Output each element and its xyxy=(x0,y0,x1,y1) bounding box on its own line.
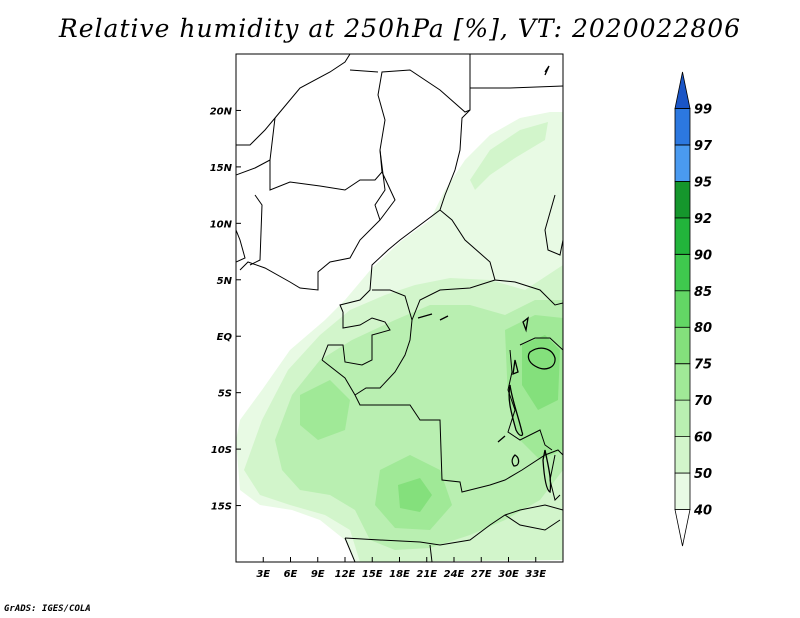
lake-malawi xyxy=(542,449,552,493)
lake-tanganyika xyxy=(508,384,524,437)
border-line xyxy=(236,117,276,176)
colorbar-segment xyxy=(674,253,691,292)
lake-kivu xyxy=(512,359,519,376)
border-line xyxy=(349,69,379,73)
lat-tick-label: 5N xyxy=(217,276,233,287)
colorbar-segment xyxy=(674,509,691,547)
border-line xyxy=(507,349,553,451)
humidity-shading xyxy=(236,112,563,562)
map-title: Relative humidity at 250hPa [%], VT: 202… xyxy=(58,14,742,43)
border-line xyxy=(379,171,396,221)
lake-chad xyxy=(544,65,550,76)
lon-tick-label: 33E xyxy=(525,569,546,580)
lat-tick-label: 5S xyxy=(218,389,232,400)
border-line xyxy=(439,109,563,306)
humidity-band-northeast xyxy=(470,122,548,190)
lat-tick-label: 10N xyxy=(210,219,233,230)
colorbar-level-label: 50 xyxy=(694,467,712,482)
colorbar-segment xyxy=(674,399,691,438)
colorbar-segment xyxy=(674,363,691,401)
lat-tick-label: 10S xyxy=(211,445,232,456)
border-line xyxy=(519,337,563,351)
border-line xyxy=(236,229,246,263)
colorbar-segment xyxy=(674,436,691,474)
border-line xyxy=(344,537,356,562)
border-line xyxy=(339,209,441,313)
river-marks xyxy=(417,313,506,443)
lon-tick-label: 21E xyxy=(416,569,437,580)
lon-tick-label: 6E xyxy=(284,569,298,580)
colorbar-legend: 40 50 60 70 75 80 85 90 92 95 97 99 xyxy=(674,71,713,547)
border-line xyxy=(504,514,561,531)
lat-tick-label: 15S xyxy=(211,502,232,513)
border-line xyxy=(239,149,386,291)
colorbar-segment xyxy=(674,144,691,182)
border-line xyxy=(411,279,496,321)
lat-tick-label: EQ xyxy=(217,332,233,343)
colorbar-segment xyxy=(674,71,691,109)
lon-tick-label: 30E xyxy=(498,569,519,580)
lon-tick-label: 12E xyxy=(335,569,356,580)
colorbar-level-label: 75 xyxy=(694,358,712,373)
border-line xyxy=(429,544,433,562)
colorbar-segment xyxy=(674,326,691,365)
lon-tick-label: 3E xyxy=(256,569,270,580)
lakes xyxy=(417,65,556,493)
colorbar-level-label: 70 xyxy=(694,394,712,409)
lake-mweru xyxy=(511,454,520,467)
country-borders xyxy=(236,54,563,562)
colorbar-level-label: 90 xyxy=(694,248,712,263)
lon-tick-label: 15E xyxy=(362,569,383,580)
colorbar-level-label: 97 xyxy=(694,139,713,154)
colorbar-level-label: 40 xyxy=(693,504,712,519)
colorbar-level-label: 60 xyxy=(694,431,712,446)
border-line xyxy=(344,504,563,546)
humidity-patch-80-south xyxy=(398,478,432,512)
lon-tick-label: 24E xyxy=(444,569,465,580)
grads-credit: GrADS: IGES/COLA xyxy=(4,604,91,614)
border-line xyxy=(236,54,351,146)
border-line xyxy=(321,312,391,366)
axis-ticks: 3E 6E 9E 12E 15E 18E 21E 24E 27E 30E 33E 20N 15N 10N 5… xyxy=(210,106,547,580)
border-line xyxy=(470,85,563,89)
colorbar-segment xyxy=(674,180,691,219)
colorbar-level-label: 92 xyxy=(694,212,712,227)
colorbar-segment xyxy=(674,472,691,510)
colorbar-segment xyxy=(674,108,691,146)
border-line xyxy=(249,194,263,266)
lon-tick-label: 9E xyxy=(311,569,325,580)
lat-tick-label: 20N xyxy=(210,106,233,117)
colorbar-level-label: 85 xyxy=(694,285,712,300)
lat-tick-label: 15N xyxy=(210,163,233,174)
border-line xyxy=(269,54,471,191)
humidity-patch-75-west xyxy=(300,380,350,440)
lake-victoria xyxy=(527,347,556,370)
border-line xyxy=(549,454,561,501)
colorbar-level-label: 80 xyxy=(694,321,712,336)
colorbar-level-label: 95 xyxy=(694,175,712,190)
humidity-area-80 xyxy=(522,335,560,410)
lake-albert xyxy=(522,316,529,333)
lon-tick-label: 18E xyxy=(389,569,410,580)
border-line xyxy=(354,289,413,396)
colorbar-segment xyxy=(674,217,691,255)
colorbar-level-label: 99 xyxy=(694,102,712,117)
colorbar-segment xyxy=(674,290,691,328)
border-line xyxy=(544,194,563,256)
lon-tick-label: 27E xyxy=(471,569,492,580)
border-line xyxy=(321,359,563,493)
